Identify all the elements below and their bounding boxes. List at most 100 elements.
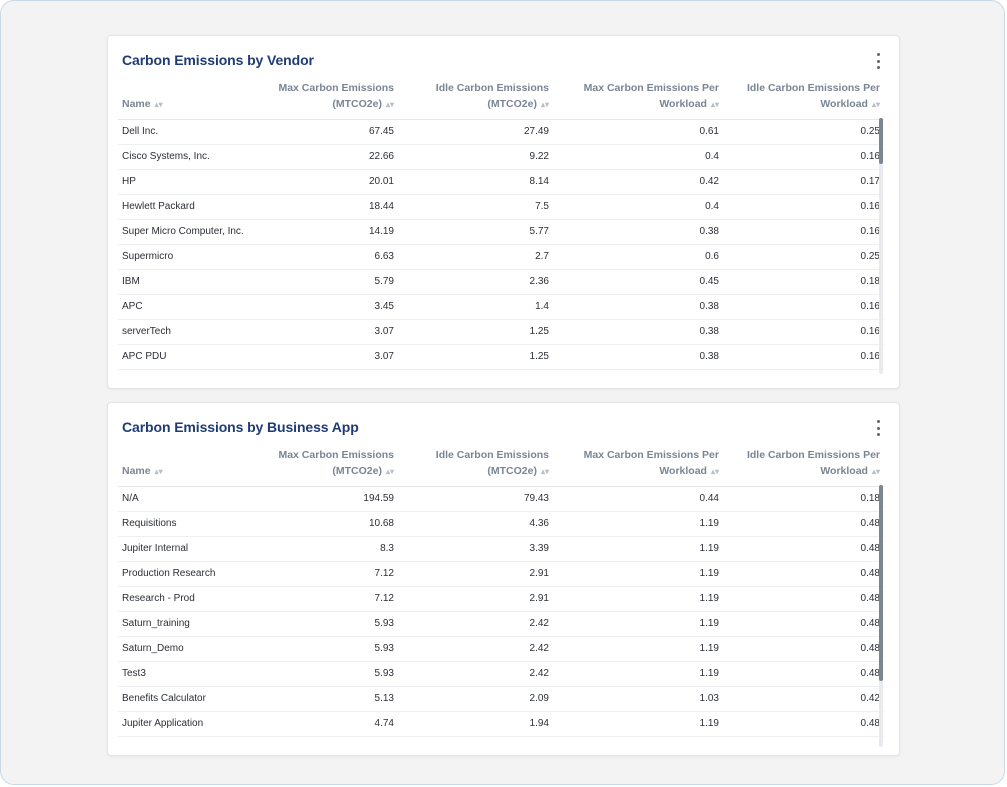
app-scroll-thumb[interactable] bbox=[879, 485, 883, 681]
cell-name: Saturn_Demo bbox=[118, 636, 258, 662]
cell-idle-emissions: 2.91 bbox=[398, 586, 553, 612]
cell-name: Super Micro Computer, Inc. bbox=[118, 219, 258, 245]
cell-max-per-workload: 1.19 bbox=[553, 586, 723, 612]
sort-icon[interactable]: ▴▾ bbox=[154, 100, 163, 109]
column-header-idle-emissions[interactable]: Idle Carbon Emissions (MTCO2e) ▴▾ bbox=[398, 447, 553, 487]
table-row[interactable]: N/A 194.59 79.43 0.44 0.18 bbox=[118, 486, 884, 512]
cell-idle-emissions: 79.43 bbox=[398, 486, 553, 512]
cell-idle-per-workload: 0.17 bbox=[723, 169, 884, 195]
cell-max-per-workload: 0.61 bbox=[553, 119, 723, 145]
cell-max-per-workload: 1.19 bbox=[553, 661, 723, 687]
table-row[interactable]: Test3 5.93 2.42 1.19 0.48 bbox=[118, 661, 884, 687]
table-row[interactable]: Jupiter Internal 8.3 3.39 1.19 0.48 bbox=[118, 536, 884, 562]
sort-icon[interactable]: ▴▾ bbox=[710, 467, 719, 476]
column-header-max-per-workload[interactable]: Max Carbon Emissions Per Workload ▴▾ bbox=[553, 80, 723, 120]
cell-idle-emissions: 2.7 bbox=[398, 244, 553, 270]
cell-max-per-workload: 0.44 bbox=[553, 486, 723, 512]
column-header-max-emissions[interactable]: Max Carbon Emissions (MTCO2e) ▴▾ bbox=[258, 80, 398, 120]
table-row[interactable]: APC 3.45 1.4 0.38 0.16 bbox=[118, 294, 884, 320]
cell-max-emissions: 3.07 bbox=[258, 319, 398, 345]
cell-idle-per-workload: 0.48 bbox=[723, 561, 884, 587]
cell-idle-per-workload: 0.48 bbox=[723, 636, 884, 662]
cell-max-per-workload: 1.19 bbox=[553, 511, 723, 537]
table-row[interactable]: Dell Inc. 67.45 27.49 0.61 0.25 bbox=[118, 119, 884, 145]
column-header-idle-emissions[interactable]: Idle Carbon Emissions (MTCO2e) ▴▾ bbox=[398, 80, 553, 120]
vendor-table-body: Dell Inc. 67.45 27.49 0.61 0.25 Cisco Systems… bbox=[118, 119, 884, 370]
cell-idle-per-workload: 0.48 bbox=[723, 661, 884, 687]
column-header-name[interactable]: Name ▴▾ bbox=[118, 80, 258, 120]
cell-max-emissions: 5.13 bbox=[258, 686, 398, 712]
more-vertical-icon[interactable] bbox=[875, 53, 881, 69]
table-row[interactable]: Supermicro 6.63 2.7 0.6 0.25 bbox=[118, 244, 884, 270]
app-table-body: N/A 194.59 79.43 0.44 0.18 Requisitions 10.68 4… bbox=[118, 486, 884, 737]
cell-max-emissions: 4.74 bbox=[258, 711, 398, 737]
cell-max-emissions: 5.93 bbox=[258, 611, 398, 637]
cell-name: APC bbox=[118, 294, 258, 320]
cell-name: HP bbox=[118, 169, 258, 195]
table-row[interactable]: serverTech 3.07 1.25 0.38 0.16 bbox=[118, 319, 884, 345]
cell-max-emissions: 18.44 bbox=[258, 194, 398, 220]
vendor-table-scrollbar[interactable] bbox=[879, 118, 883, 374]
table-row[interactable]: Jupiter Application 4.74 1.94 1.19 0.48 bbox=[118, 711, 884, 737]
cell-name: Supermicro bbox=[118, 244, 258, 270]
sort-icon[interactable]: ▴▾ bbox=[154, 467, 163, 476]
column-header-max-per-workload[interactable]: Max Carbon Emissions Per Workload ▴▾ bbox=[553, 447, 723, 487]
cell-name: Hewlett Packard bbox=[118, 194, 258, 220]
table-row[interactable]: Saturn_training 5.93 2.42 1.19 0.48 bbox=[118, 611, 884, 637]
cell-max-per-workload: 0.4 bbox=[553, 144, 723, 170]
column-header-idle-per-workload[interactable]: Idle Carbon Emissions Per Workload ▴▾ bbox=[723, 447, 884, 487]
table-header-row: Name ▴▾ Max Carbon Emissions (MTCO2e) ▴▾ I… bbox=[118, 80, 884, 120]
cell-name: Dell Inc. bbox=[118, 119, 258, 145]
cell-idle-per-workload: 0.16 bbox=[723, 194, 884, 220]
cell-idle-emissions: 1.25 bbox=[398, 319, 553, 345]
cell-max-emissions: 22.66 bbox=[258, 144, 398, 170]
vendor-scroll-thumb[interactable] bbox=[879, 118, 883, 164]
vendor-emissions-panel: Carbon Emissions by Vendor Name ▴▾ Max Ca… bbox=[107, 35, 900, 389]
cell-idle-emissions: 2.42 bbox=[398, 611, 553, 637]
table-row[interactable]: Super Micro Computer, Inc. 14.19 5.77 0.38 0… bbox=[118, 219, 884, 245]
column-header-idle-per-workload[interactable]: Idle Carbon Emissions Per Workload ▴▾ bbox=[723, 80, 884, 120]
sort-icon[interactable]: ▴▾ bbox=[540, 100, 549, 109]
cell-name: Test3 bbox=[118, 661, 258, 687]
cell-idle-per-workload: 0.25 bbox=[723, 244, 884, 270]
cell-idle-emissions: 9.22 bbox=[398, 144, 553, 170]
sort-icon[interactable]: ▴▾ bbox=[385, 100, 394, 109]
cell-idle-per-workload: 0.48 bbox=[723, 536, 884, 562]
column-header-max-emissions[interactable]: Max Carbon Emissions (MTCO2e) ▴▾ bbox=[258, 447, 398, 487]
sort-icon[interactable]: ▴▾ bbox=[710, 100, 719, 109]
cell-name: Benefits Calculator bbox=[118, 686, 258, 712]
sort-icon[interactable]: ▴▾ bbox=[871, 467, 880, 476]
table-row[interactable]: Requisitions 10.68 4.36 1.19 0.48 bbox=[118, 511, 884, 537]
table-row[interactable]: Benefits Calculator 5.13 2.09 1.03 0.42 bbox=[118, 686, 884, 712]
app-emissions-table: Name ▴▾ Max Carbon Emissions (MTCO2e) ▴▾ I… bbox=[118, 447, 884, 737]
cell-max-per-workload: 0.4 bbox=[553, 194, 723, 220]
cell-max-per-workload: 0.45 bbox=[553, 269, 723, 295]
cell-max-emissions: 5.93 bbox=[258, 636, 398, 662]
table-row[interactable]: Cisco Systems, Inc. 22.66 9.22 0.4 0.16 bbox=[118, 144, 884, 170]
cell-idle-emissions: 2.91 bbox=[398, 561, 553, 587]
table-row[interactable]: Research - Prod 7.12 2.91 1.19 0.48 bbox=[118, 586, 884, 612]
table-row[interactable]: Saturn_Demo 5.93 2.42 1.19 0.48 bbox=[118, 636, 884, 662]
cell-idle-emissions: 3.39 bbox=[398, 536, 553, 562]
more-vertical-icon[interactable] bbox=[875, 420, 881, 436]
table-row[interactable]: Production Research 7.12 2.91 1.19 0.48 bbox=[118, 561, 884, 587]
sort-icon[interactable]: ▴▾ bbox=[385, 467, 394, 476]
cell-idle-per-workload: 0.48 bbox=[723, 511, 884, 537]
sort-icon[interactable]: ▴▾ bbox=[540, 467, 549, 476]
cell-max-per-workload: 1.19 bbox=[553, 711, 723, 737]
cell-idle-emissions: 7.5 bbox=[398, 194, 553, 220]
table-row[interactable]: HP 20.01 8.14 0.42 0.17 bbox=[118, 169, 884, 195]
table-row[interactable]: IBM 5.79 2.36 0.45 0.18 bbox=[118, 269, 884, 295]
table-row[interactable]: Hewlett Packard 18.44 7.5 0.4 0.16 bbox=[118, 194, 884, 220]
cell-idle-emissions: 1.4 bbox=[398, 294, 553, 320]
cell-max-emissions: 7.12 bbox=[258, 561, 398, 587]
column-header-name[interactable]: Name ▴▾ bbox=[118, 447, 258, 487]
app-table-scrollbar[interactable] bbox=[879, 485, 883, 747]
cell-max-emissions: 7.12 bbox=[258, 586, 398, 612]
cell-name: Jupiter Application bbox=[118, 711, 258, 737]
table-row[interactable]: APC PDU 3.07 1.25 0.38 0.16 bbox=[118, 344, 884, 370]
cell-idle-emissions: 2.42 bbox=[398, 636, 553, 662]
sort-icon[interactable]: ▴▾ bbox=[871, 100, 880, 109]
cell-max-emissions: 20.01 bbox=[258, 169, 398, 195]
